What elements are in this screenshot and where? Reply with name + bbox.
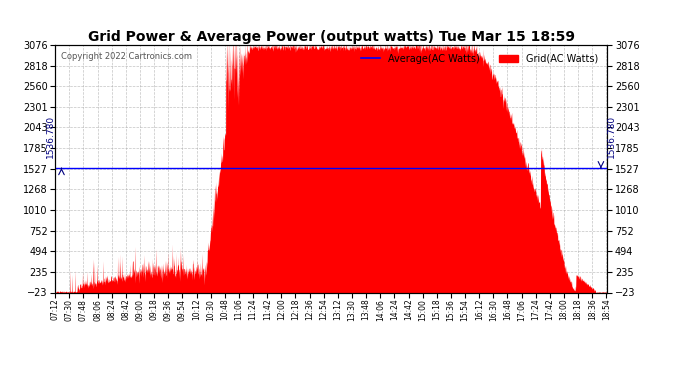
Text: 1536.780: 1536.780 (607, 115, 616, 158)
Legend: Average(AC Watts), Grid(AC Watts): Average(AC Watts), Grid(AC Watts) (357, 50, 602, 68)
Text: 1536.780: 1536.780 (46, 115, 55, 158)
Title: Grid Power & Average Power (output watts) Tue Mar 15 18:59: Grid Power & Average Power (output watts… (88, 30, 575, 44)
Text: Copyright 2022 Cartronics.com: Copyright 2022 Cartronics.com (61, 53, 192, 62)
